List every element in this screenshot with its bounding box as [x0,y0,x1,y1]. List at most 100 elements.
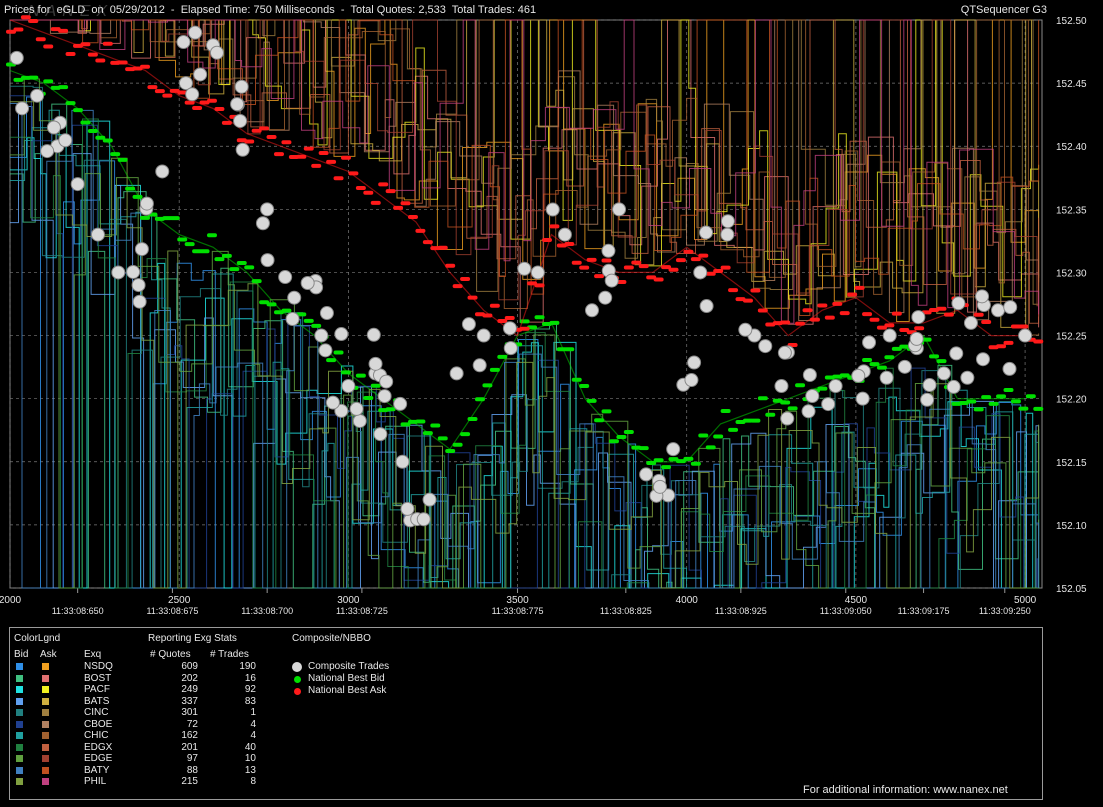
exchange-name: EDGE [84,753,113,764]
composite-trade-point [693,265,708,280]
national-best-ask-mark [13,27,24,32]
national-best-ask-mark [876,325,887,330]
composite-trade-point [738,322,753,337]
national-best-bid-mark [452,442,463,447]
exchange-name: BOST [84,672,112,684]
composite-trade-point [449,366,464,381]
exchange-name: PACF [84,684,110,695]
national-best-ask-mark [802,308,813,313]
national-best-ask-mark [184,100,195,105]
national-best-bid-mark [973,407,984,412]
composite-trade-point [699,225,714,240]
composite-trade-point [176,35,191,50]
national-best-bid-mark [221,253,232,258]
title-bar: Prices for eGLD on 05/29/2012 - Elapsed … [0,0,1103,20]
national-best-ask-mark [20,15,31,20]
composite-trade-point [780,411,795,426]
composite-trade-point [821,397,836,412]
composite-trade-point [132,294,147,309]
composite-trade-point [1018,328,1033,343]
national-best-ask-mark [6,29,16,34]
national-best-ask-mark [363,190,374,195]
composite-trade-point [699,299,714,314]
national-best-ask-mark [445,263,456,268]
composite-trade-point [285,312,300,327]
y-tick-label: 152.15 [1056,458,1087,469]
national-best-bid-mark [534,315,545,320]
national-best-bid-mark [296,312,307,317]
legend-composite-title: Composite/NBBO [292,633,371,644]
ask-color-swatch [42,720,49,728]
composite-trade-point [30,88,45,103]
national-best-ask-mark [251,128,262,133]
national-best-bid-mark [765,412,776,417]
national-best-ask-mark [385,189,396,194]
bid-color-swatch [16,674,23,682]
national-best-ask-mark [273,152,284,157]
exchange-trade-count: 4 [250,730,256,741]
bid-color-swatch [16,778,23,785]
national-best-ask-mark [646,275,657,280]
composite-trade-point [946,379,961,394]
x-time-label: 11:33:08:725 [336,606,388,616]
national-best-bid-mark [638,446,649,451]
national-best-ask-mark [884,323,895,328]
national-best-bid-mark [87,128,98,133]
national-best-ask-mark [460,277,471,282]
composite-trade-point [334,327,349,342]
composite-trade-point [802,367,817,382]
national-best-ask-mark [177,90,188,95]
national-best-ask-mark [95,58,106,63]
national-best-bid-mark [1025,394,1036,399]
national-best-ask-mark [206,98,217,103]
national-best-ask-mark [110,60,121,65]
composite-trade-point [963,315,978,330]
exchange-name: BATY [84,764,110,776]
x-time-label: 11:33:08:925 [715,606,767,616]
national-best-bid-mark [244,265,255,270]
composite-trade-point [991,303,1006,318]
national-best-bid-mark [1003,388,1014,393]
composite-trade-point [255,216,270,231]
bid-trace [10,101,1040,589]
composite-trade-point [598,290,613,305]
national-best-ask-mark [1010,324,1021,329]
composite-trade-point [46,120,61,135]
bid-color-swatch [16,697,23,705]
ask-color-swatch [42,743,49,751]
ask-color-swatch [42,778,49,785]
composite-trade-point [897,359,912,374]
national-best-bid-mark [415,419,426,424]
national-best-bid-mark [303,318,314,323]
national-best-bid-mark [259,300,270,305]
national-best-bid-mark [281,308,292,313]
national-best-bid-mark [720,409,731,414]
composite-trade-point [604,273,619,288]
composite-trade-point [373,427,388,442]
national-best-bid-mark [519,319,530,324]
composite-trade-point [90,227,105,242]
exchange-name: PHIL [84,776,107,787]
bid-color-swatch [16,663,23,670]
national-best-ask-mark [653,277,664,282]
exchange-trade-count: 4 [250,718,256,730]
composite-trade-point [188,25,203,40]
composite-trade-point [909,331,924,346]
national-best-bid-mark [236,260,247,265]
y-tick-label: 152.10 [1056,521,1087,532]
exchange-quote-count: 201 [181,741,198,753]
exchange-quote-count: 249 [181,684,198,695]
composite-trade-point [235,142,250,157]
window-title: Prices for eGLD on 05/29/2012 - Elapsed … [4,4,537,16]
national-best-bid-mark [214,257,225,262]
composite-trade-point [960,370,975,385]
y-tick-label: 152.20 [1056,395,1087,406]
national-best-bid-mark [117,157,128,162]
ask-color-swatch [42,732,49,739]
legend-title: ColorLgnd [14,633,61,644]
x-tick-label: 2500 [168,595,191,606]
national-best-ask-mark [698,253,709,258]
national-best-bid-mark [460,432,471,437]
national-best-bid-mark [400,422,411,427]
bid-trace [10,103,1040,589]
